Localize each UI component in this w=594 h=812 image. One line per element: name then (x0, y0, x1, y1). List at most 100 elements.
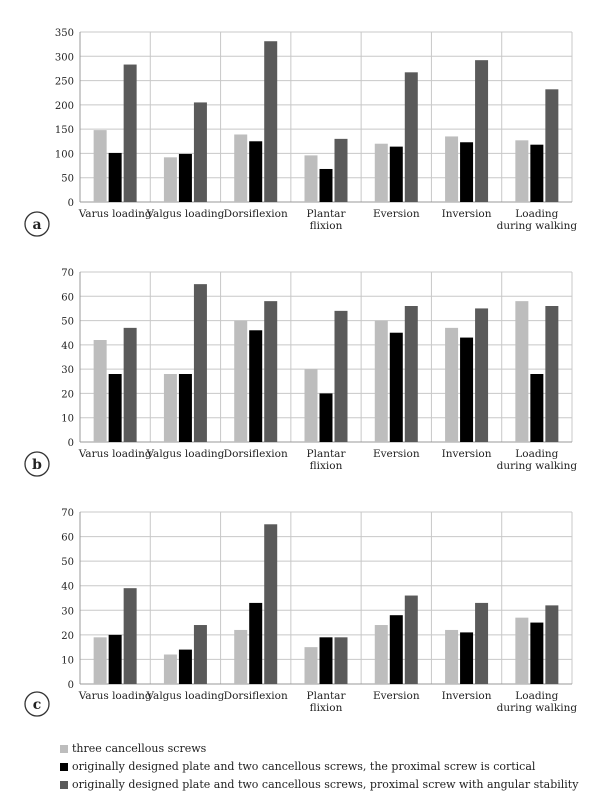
y-tick-label: 60 (61, 533, 74, 544)
bar (163, 654, 177, 684)
bar (445, 629, 459, 684)
bar (475, 308, 489, 442)
bar (193, 102, 207, 202)
y-tick-label: 70 (61, 508, 74, 519)
panel-label-circle (24, 691, 50, 717)
y-tick-label: 70 (61, 268, 74, 279)
bar (93, 130, 107, 202)
x-tick-label: Varus loading (78, 448, 152, 460)
x-tick-label: Loading during walking (497, 690, 578, 714)
x-tick-label: Valgus loading (145, 690, 224, 702)
y-tick-label: 350 (55, 28, 74, 39)
bar (515, 140, 529, 202)
bar (319, 168, 333, 202)
x-tick-label: Loading during walking (497, 208, 578, 232)
y-tick-label: 150 (55, 125, 74, 136)
bar (404, 595, 418, 684)
y-tick-label: 50 (61, 317, 74, 328)
x-tick-label: Valgus loading (145, 448, 224, 460)
y-tick-label: 20 (61, 631, 74, 642)
bar (249, 141, 263, 202)
bar (123, 64, 137, 203)
bar (304, 155, 318, 202)
bar (304, 647, 318, 684)
bar (108, 152, 122, 202)
y-tick-label: 20 (61, 389, 74, 400)
x-tick-label: Valgus loading (145, 208, 224, 220)
bar (108, 634, 122, 684)
bar (123, 327, 137, 442)
bar (234, 629, 248, 684)
bar (234, 134, 248, 202)
bar (530, 144, 544, 202)
y-tick-label: 0 (68, 198, 74, 209)
y-tick-label: 30 (61, 365, 74, 376)
bar (389, 332, 403, 442)
legend-item-2: originally designed plate and two cancel… (60, 778, 578, 791)
bar (545, 306, 559, 442)
x-tick-label: Dorsiflexion (224, 448, 288, 460)
bar (460, 142, 474, 202)
y-tick-label: 50 (61, 557, 74, 568)
bar (545, 605, 559, 684)
bar (163, 157, 177, 202)
legend-item-1: originally designed plate and two cancel… (60, 760, 535, 773)
y-tick-label: 30 (61, 606, 74, 617)
bar (374, 625, 388, 684)
bar (178, 153, 192, 202)
x-tick-label: Inversion (442, 448, 492, 460)
legend-label-0: three cancellous screws (72, 742, 207, 755)
bar (249, 330, 263, 442)
panel-label: b (32, 457, 42, 473)
bar (319, 393, 333, 442)
legend-swatch-1 (60, 762, 68, 771)
bar (530, 622, 544, 684)
panel-label: c (33, 697, 42, 713)
x-tick-label: Plantar flixion (307, 208, 347, 232)
y-tick-label: 10 (61, 414, 74, 425)
y-tick-label: 300 (55, 52, 74, 63)
panel-label-circle (24, 211, 50, 237)
bar (374, 320, 388, 442)
legend-swatch-2 (60, 780, 68, 789)
bar (515, 301, 529, 442)
x-tick-label: Plantar flixion (307, 690, 347, 714)
y-tick-label: 40 (61, 582, 74, 593)
y-tick-label: 200 (55, 101, 74, 112)
panel-label-circle (24, 451, 50, 477)
bar (93, 340, 107, 442)
bar (374, 143, 388, 202)
bar (249, 602, 263, 684)
bar (334, 138, 348, 202)
y-tick-label: 40 (61, 341, 74, 352)
bar (264, 301, 278, 442)
y-tick-label: 0 (68, 438, 74, 449)
x-tick-label: Varus loading (78, 208, 152, 220)
bar (389, 146, 403, 202)
bar (334, 310, 348, 442)
bar (389, 615, 403, 684)
x-tick-label: Eversion (373, 448, 420, 460)
legend-label-1: originally designed plate and two cancel… (72, 760, 536, 773)
bar (178, 374, 192, 442)
bar (93, 637, 107, 684)
bar (475, 60, 489, 202)
bar (460, 337, 474, 442)
legend-swatch-0 (60, 744, 68, 753)
x-tick-label: Dorsiflexion (224, 690, 288, 702)
bar (193, 284, 207, 442)
bar (108, 374, 122, 442)
bar (404, 306, 418, 442)
bar (460, 632, 474, 684)
x-tick-label: Varus loading (78, 690, 152, 702)
bar (445, 327, 459, 442)
bar (123, 588, 137, 684)
bar (234, 320, 248, 442)
y-tick-label: 0 (68, 680, 74, 691)
bar (264, 524, 278, 684)
y-tick-label: 10 (61, 655, 74, 666)
x-tick-label: Inversion (442, 690, 492, 702)
y-tick-label: 60 (61, 292, 74, 303)
